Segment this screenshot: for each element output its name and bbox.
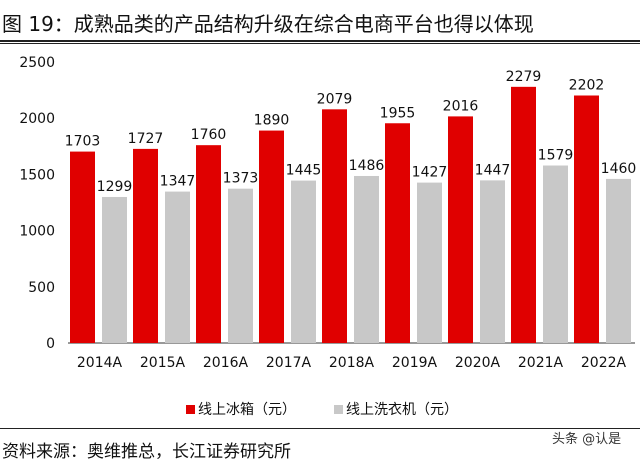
legend-item-fridge: 线上冰箱（元）	[186, 399, 296, 419]
y-tick-label: 2500	[19, 55, 55, 71]
x-tick-label: 2018A	[329, 355, 375, 371]
bar	[385, 123, 410, 344]
x-tick-label: 2019A	[392, 355, 438, 371]
bar	[322, 109, 347, 343]
x-tick-label: 2020A	[455, 355, 501, 371]
title-rule-thin	[0, 43, 640, 44]
legend-label: 线上冰箱（元）	[198, 402, 296, 418]
data-label: 1727	[128, 131, 164, 147]
data-label: 1445	[286, 163, 322, 179]
data-label: 1890	[254, 113, 290, 129]
data-label: 1703	[65, 134, 101, 150]
bar	[480, 180, 505, 343]
bar	[228, 188, 253, 343]
bar	[102, 196, 127, 343]
bar	[448, 116, 473, 343]
x-tick-label: 2021A	[518, 355, 564, 371]
legend-item-washer: 线上洗衣机（元）	[334, 399, 458, 419]
footer-rule	[0, 428, 640, 429]
x-tick-label: 2015A	[140, 355, 186, 371]
y-tick-label: 2000	[19, 111, 55, 127]
x-tick-label: 2017A	[266, 355, 312, 371]
bar-chart: 0 500 1000 1500 2000 2500 2014A 1703 1299 2015A 17…	[19, 55, 637, 371]
data-label: 1460	[601, 161, 637, 177]
legend-swatch	[186, 404, 195, 414]
data-label: 2279	[506, 69, 542, 85]
bar	[606, 178, 631, 343]
y-tick-label: 500	[28, 280, 55, 296]
title-rule	[0, 40, 640, 42]
source-note: 资料来源：奥维推总，长江证券研究所	[2, 442, 291, 462]
bar	[70, 151, 95, 343]
data-label: 1347	[160, 174, 196, 190]
data-label: 2079	[317, 91, 353, 107]
bar	[511, 86, 536, 344]
bar	[133, 148, 158, 343]
legend-label: 线上洗衣机（元）	[346, 402, 458, 418]
data-label: 1299	[97, 179, 133, 195]
bar	[354, 175, 379, 343]
legend-swatch	[334, 404, 343, 414]
watermark: 头条 @认是	[552, 432, 622, 447]
bar	[196, 145, 221, 343]
chart-title: 图 19：成熟品类的产品结构升级在综合电商平台也得以体现	[2, 12, 534, 36]
bar	[417, 182, 442, 343]
bar	[291, 180, 316, 343]
y-tick-label: 1500	[19, 167, 55, 183]
data-label: 2202	[569, 77, 605, 93]
data-label: 1760	[191, 127, 227, 143]
data-label: 1447	[475, 162, 511, 178]
bar	[574, 95, 599, 343]
data-label: 1486	[349, 158, 385, 174]
data-label: 1579	[538, 148, 574, 164]
y-tick-label: 0	[46, 336, 55, 352]
data-label: 1955	[380, 105, 416, 121]
x-tick-label: 2016A	[203, 355, 249, 371]
y-tick-label: 1000	[19, 224, 55, 240]
x-tick-label: 2022A	[581, 355, 627, 371]
data-label: 1373	[223, 171, 259, 187]
bar	[259, 130, 284, 343]
data-label: 1427	[412, 165, 448, 181]
bar	[543, 165, 568, 343]
bar	[165, 191, 190, 343]
data-label: 2016	[443, 98, 479, 114]
x-tick-label: 2014A	[77, 355, 123, 371]
